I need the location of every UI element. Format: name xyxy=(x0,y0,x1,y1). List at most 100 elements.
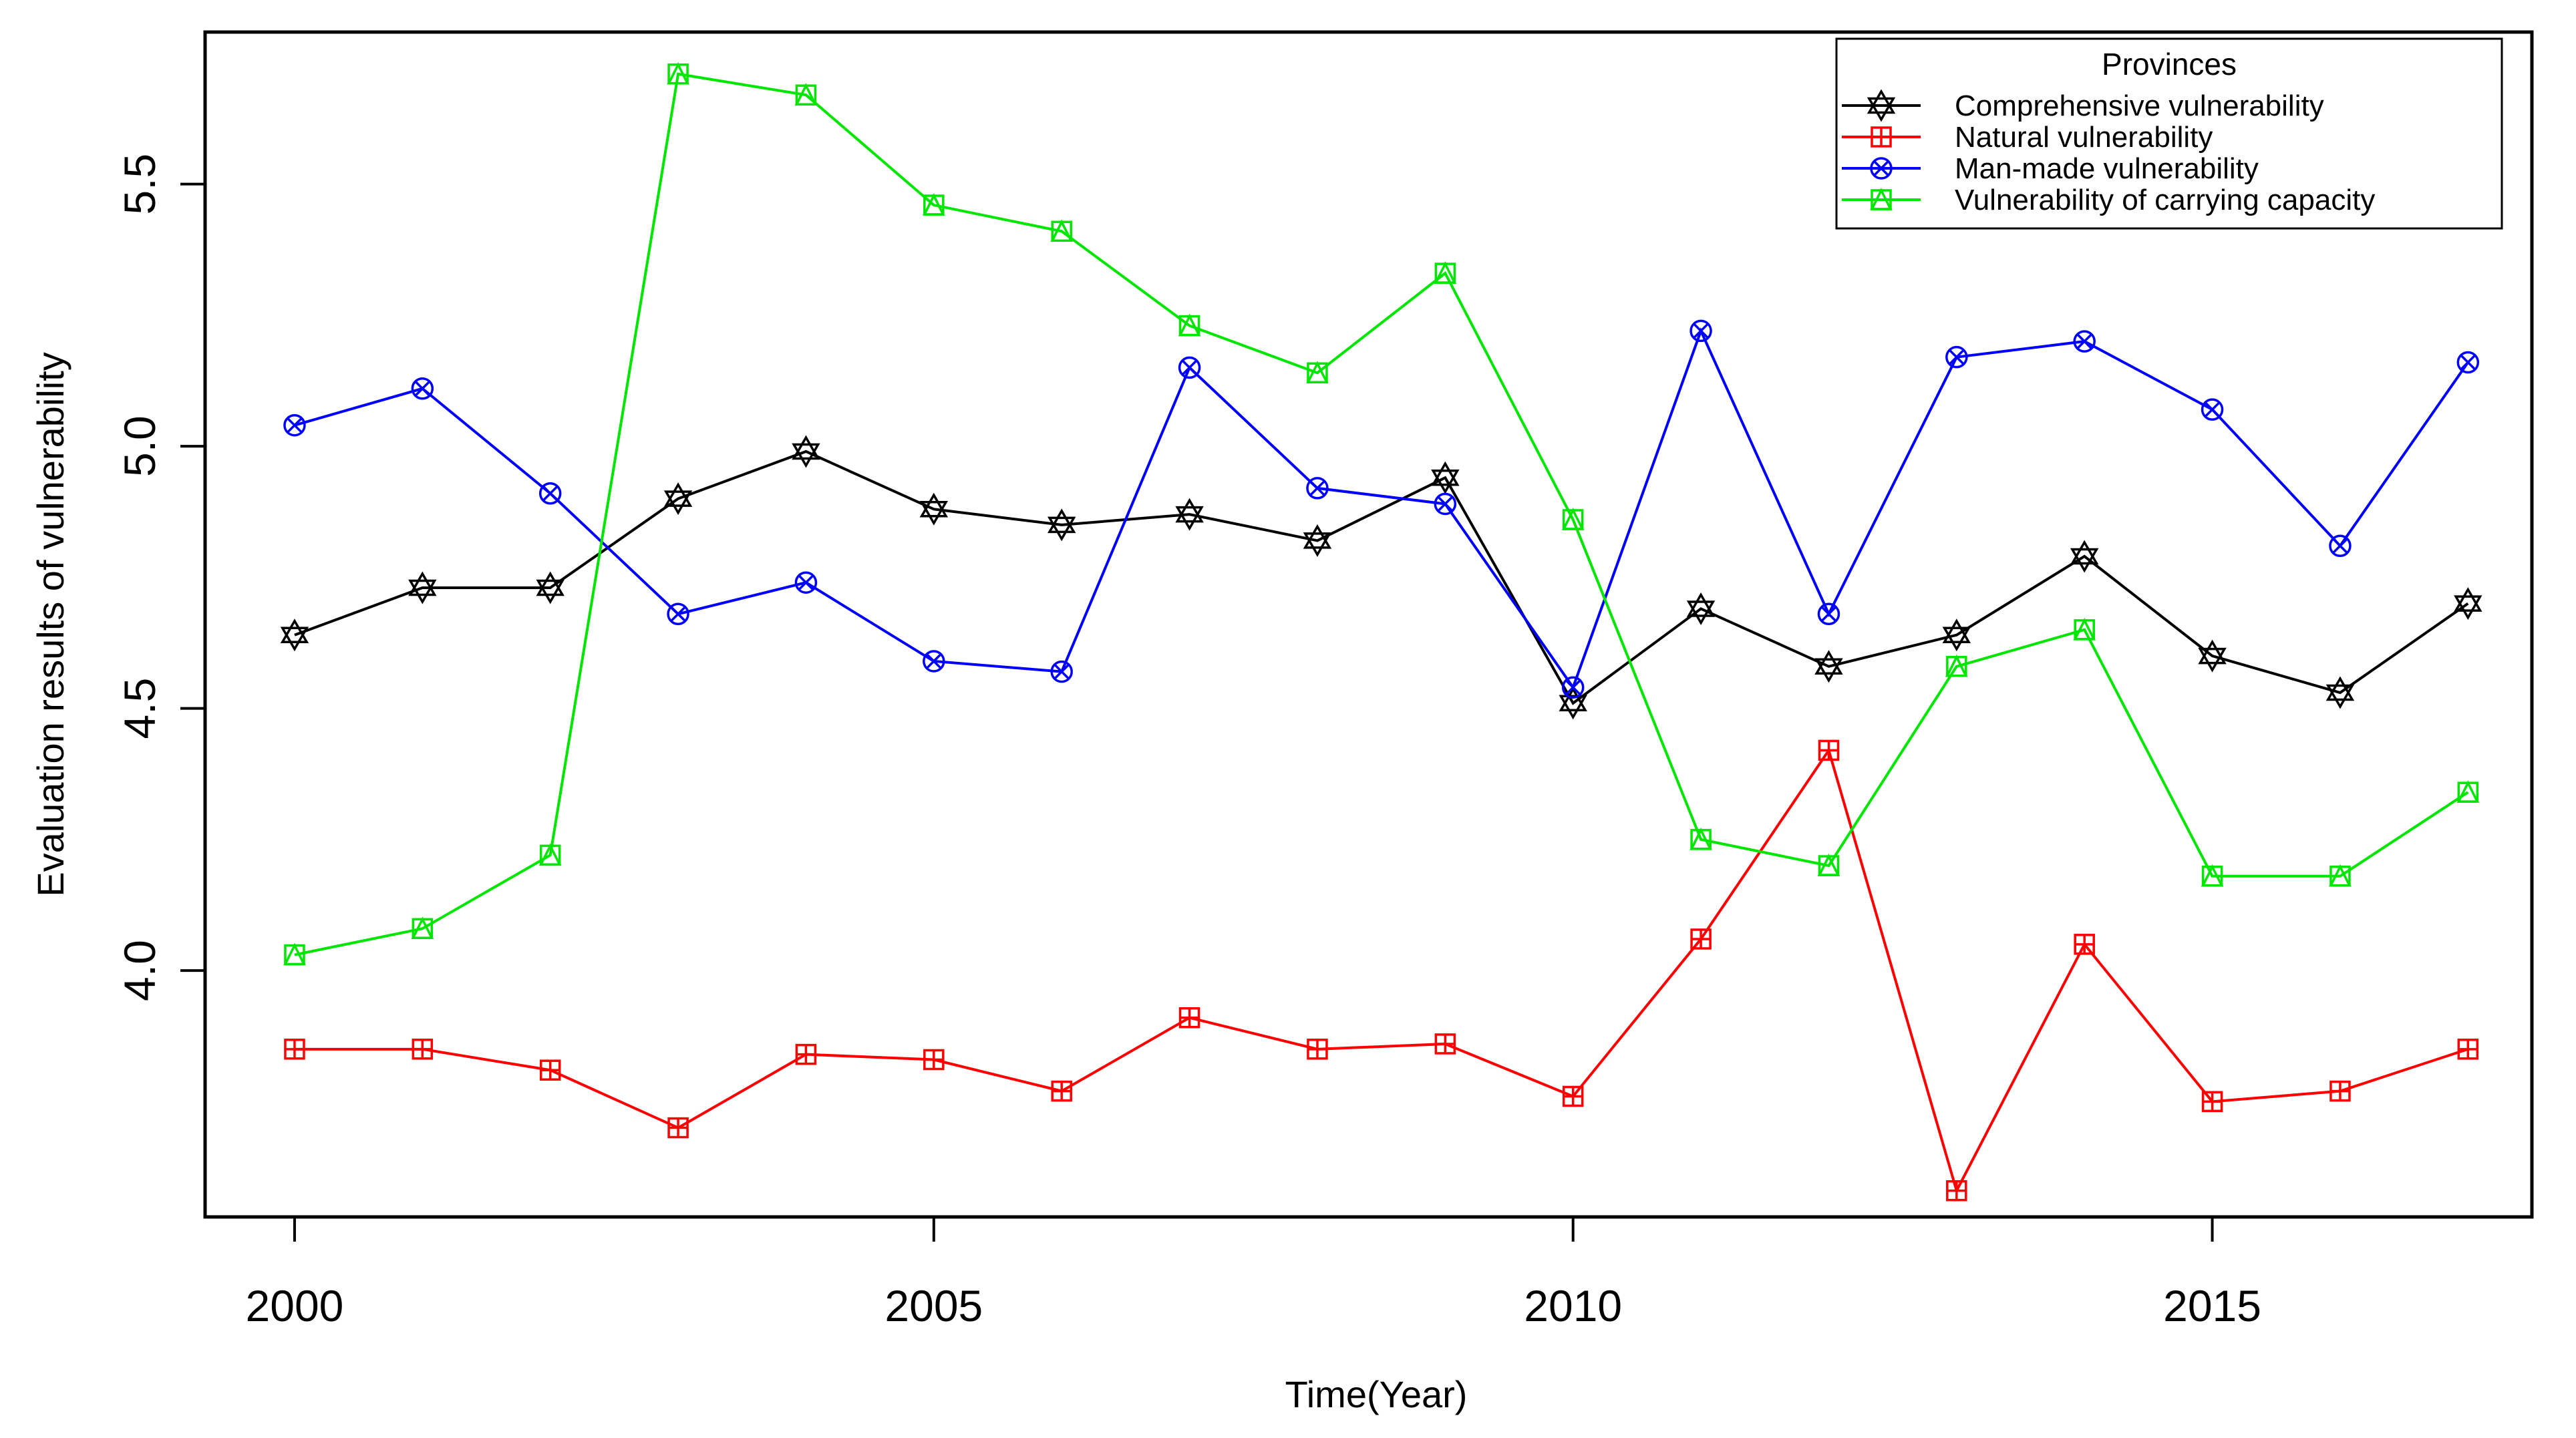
circle-x-icon xyxy=(1050,660,1073,683)
star-of-david-icon xyxy=(1867,89,1896,122)
square-plus-icon xyxy=(2074,934,2095,955)
square-triangle-icon xyxy=(794,83,818,106)
y-tick-label: 4.0 xyxy=(115,940,164,1001)
square-triangle-icon xyxy=(1306,361,1329,383)
square-plus-icon xyxy=(1690,928,1712,950)
square-triangle-icon xyxy=(1945,654,1968,677)
square-triangle-icon xyxy=(1050,219,1074,242)
star-of-david-icon xyxy=(536,571,565,604)
star-of-david-icon xyxy=(1303,524,1332,557)
circle-x-icon xyxy=(1434,492,1457,516)
series-line xyxy=(294,450,2469,705)
x-axis: 2000 2005 2010 2015 xyxy=(246,1217,2261,1330)
circle-x-icon xyxy=(283,413,306,437)
square-triangle-icon xyxy=(2456,780,2480,803)
square-plus-icon xyxy=(1818,739,1840,761)
x-axis-title: Time(Year) xyxy=(1285,1373,1468,1415)
x-tick-label: 2005 xyxy=(884,1281,983,1330)
square-plus-icon xyxy=(284,1039,305,1060)
star-of-david-icon xyxy=(2070,540,2099,573)
series-natural-vulnerability xyxy=(284,739,2479,1202)
square-plus-icon xyxy=(2329,1080,2351,1102)
circle-x-icon xyxy=(1306,477,1329,500)
circle-x-icon xyxy=(2201,398,2224,421)
y-tick-label: 4.5 xyxy=(115,678,164,739)
legend-box xyxy=(1835,37,2503,230)
star-of-david-icon xyxy=(1559,687,1587,720)
star-of-david-icon xyxy=(408,571,437,604)
square-plus-icon xyxy=(1178,1007,1200,1029)
legend-item-vulnerability-of-carrying-capacity: Vulnerability of carrying capacity xyxy=(1842,184,2375,216)
legend-item-comprehensive-vulnerability: Comprehensive vulnerability xyxy=(1842,89,2324,122)
circle-x-icon xyxy=(794,571,818,594)
circle-x-icon xyxy=(411,377,434,400)
circle-x-icon xyxy=(1870,157,1893,180)
circle-x-icon xyxy=(2073,330,2096,353)
star-of-david-icon xyxy=(663,482,693,516)
series-line xyxy=(294,327,2469,691)
circle-x-icon xyxy=(1561,676,1585,699)
square-plus-icon xyxy=(1562,1085,1584,1107)
square-triangle-icon xyxy=(1870,188,1893,210)
y-axis: 4.0 4.5 5.0 5.5 xyxy=(115,154,205,1001)
square-plus-icon xyxy=(923,1049,945,1071)
square-plus-icon xyxy=(2457,1039,2479,1060)
square-triangle-icon xyxy=(283,942,306,966)
series-comprehensive-vulnerability xyxy=(280,435,2482,720)
series-line xyxy=(294,747,2468,1195)
circle-x-icon xyxy=(2456,351,2480,374)
square-triangle-icon xyxy=(1561,508,1585,530)
square-triangle-icon xyxy=(922,193,945,216)
star-of-david-icon xyxy=(2198,639,2227,673)
star-of-david-icon xyxy=(280,618,309,652)
legend-title: Provinces xyxy=(2102,47,2237,81)
star-of-david-icon xyxy=(2325,676,2355,709)
star-of-david-icon xyxy=(1942,618,1971,652)
legend-item-label: Man-made vulnerability xyxy=(1955,152,2259,185)
square-triangle-icon xyxy=(1817,854,1840,876)
y-axis-title: Evaluation results of vulnerability xyxy=(29,352,71,897)
y-axis-title-text: Evaluation results of vulnerability xyxy=(29,352,71,897)
star-of-david-icon xyxy=(1047,508,1076,542)
square-triangle-icon xyxy=(538,843,562,866)
x-tick-label: 2000 xyxy=(246,1281,344,1330)
star-of-david-icon xyxy=(792,435,820,468)
square-triangle-icon xyxy=(2201,864,2224,887)
legend-item-label: Vulnerability of carrying capacity xyxy=(1955,184,2375,216)
star-of-david-icon xyxy=(919,492,949,526)
circle-x-icon xyxy=(538,482,562,505)
legend-item-label: Natural vulnerability xyxy=(1955,121,2213,154)
square-plus-icon xyxy=(795,1043,817,1065)
circle-x-icon xyxy=(1689,319,1712,343)
legend-item-label: Comprehensive vulnerability xyxy=(1955,89,2324,122)
square-plus-icon xyxy=(1946,1180,1967,1202)
star-of-david-icon xyxy=(1814,650,1843,683)
circle-x-icon xyxy=(2329,534,2352,558)
star-of-david-icon xyxy=(1175,498,1204,531)
star-of-david-icon xyxy=(1686,592,1716,625)
x-tick-label: 2010 xyxy=(1524,1281,1622,1330)
square-triangle-icon xyxy=(2073,617,2096,641)
square-triangle-icon xyxy=(2329,864,2352,887)
square-plus-icon xyxy=(1434,1033,1456,1055)
square-plus-icon xyxy=(412,1039,434,1060)
square-plus-icon xyxy=(2201,1091,2223,1113)
legend: Provinces Comprehensive vulnerabilityNatu… xyxy=(1835,37,2503,230)
x-axis-title-text: Time(Year) xyxy=(1285,1373,1468,1415)
circle-x-icon xyxy=(1817,602,1840,626)
series-line xyxy=(294,72,2469,956)
square-triangle-icon xyxy=(1178,313,1201,337)
square-plus-icon xyxy=(667,1117,689,1139)
circle-x-icon xyxy=(667,602,689,626)
square-triangle-icon xyxy=(1434,261,1457,284)
square-plus-icon xyxy=(1051,1080,1072,1102)
series-vulnerability-of-carrying-capacity xyxy=(283,61,2480,966)
y-tick-label: 5.5 xyxy=(115,154,164,215)
star-of-david-icon xyxy=(1431,461,1460,494)
square-triangle-icon xyxy=(411,916,434,940)
star-of-david-icon xyxy=(2454,587,2482,620)
circle-x-icon xyxy=(1945,345,1968,369)
